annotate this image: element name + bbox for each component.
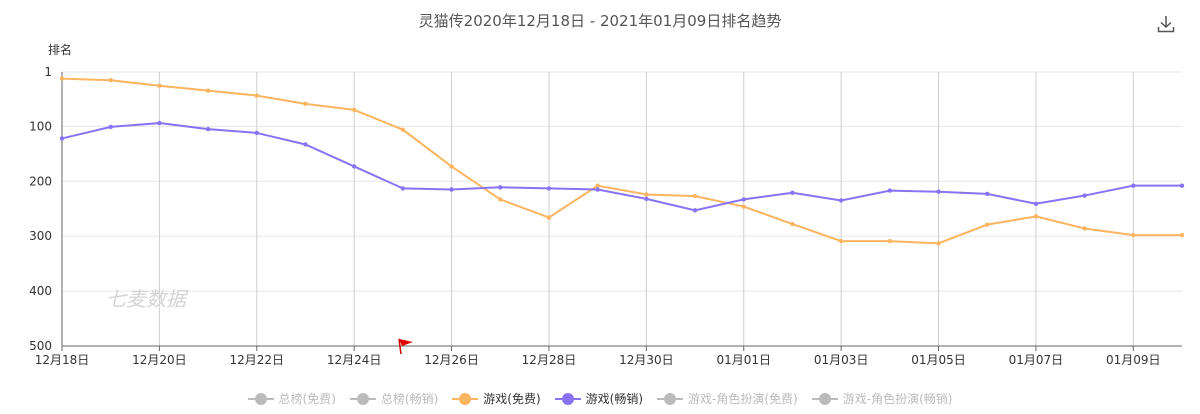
x-tick-label: 12月28日: [522, 353, 577, 367]
series-0-point: [644, 192, 649, 197]
series-1-point: [985, 191, 990, 197]
flag-marker: [398, 338, 413, 355]
series-1-point: [1082, 193, 1087, 198]
legend-marker-icon: [554, 392, 581, 405]
y-tick-label: 500: [29, 339, 52, 353]
legend-label: 游戏-角色扮演(免费): [688, 392, 798, 406]
series-1-point: [254, 130, 259, 136]
x-tick-label: 01月05日: [911, 353, 966, 367]
x-tick-label: 01月01日: [716, 353, 771, 367]
series-layer: [59, 76, 1185, 246]
legend-label: 游戏(畅销): [585, 392, 644, 406]
series-1-point: [887, 188, 893, 193]
series-line-0: [61, 77, 1182, 245]
series-1-point: [449, 187, 454, 192]
legend-marker-icon: [811, 392, 838, 405]
y-tick-label: 1: [44, 65, 52, 79]
series-1-point: [936, 189, 941, 194]
series-0-point: [838, 238, 844, 244]
series-1-point: [741, 197, 746, 202]
series-0-point: [205, 88, 211, 93]
series-0-point: [254, 93, 259, 98]
legend-item[interactable]: 总榜(免费): [247, 390, 336, 407]
y-tick-label: 300: [29, 229, 52, 243]
y-tick-label: 100: [29, 119, 52, 133]
series-0-point: [400, 127, 406, 132]
watermark: 七麦数据: [106, 287, 189, 311]
series-0-point: [887, 238, 893, 244]
series-1-point: [303, 142, 308, 147]
grid-layer: [62, 71, 1182, 347]
series-0-point: [498, 197, 503, 202]
legend-item[interactable]: 游戏-角色扮演(畅销): [811, 390, 953, 407]
series-0-point: [303, 101, 308, 107]
series-0-point: [1082, 226, 1087, 231]
series-0-point: [108, 78, 113, 83]
x-tick-label: 12月22日: [230, 353, 285, 367]
series-0-point: [936, 241, 941, 246]
legend-label: 总榜(畅销): [380, 392, 439, 406]
series-1-point: [790, 190, 795, 196]
x-tick-label: 01月09日: [1106, 353, 1161, 367]
series-1-point: [692, 208, 698, 213]
x-tick-label: 12月24日: [327, 353, 382, 367]
y-tick-label: 400: [29, 284, 52, 298]
series-1-point: [546, 186, 552, 191]
legend-marker-icon: [349, 392, 376, 405]
legend-item[interactable]: 游戏-角色扮演(免费): [657, 390, 798, 407]
series-1-point: [595, 187, 600, 192]
x-tick-label: 12月26日: [424, 353, 479, 367]
series-0-point: [692, 193, 698, 199]
series-1-point: [644, 196, 649, 202]
download-icon[interactable]: [1156, 14, 1176, 34]
series-0-point: [595, 183, 600, 188]
series-1-point: [1179, 183, 1185, 188]
y-tick-label: 200: [29, 174, 52, 188]
legend-marker-icon: [657, 392, 684, 405]
series-0-point: [790, 221, 795, 227]
series-1-point: [59, 136, 65, 141]
series-1-point: [157, 120, 162, 126]
series-0-point: [741, 204, 746, 209]
series-1-point: [1033, 201, 1039, 206]
legend-item[interactable]: 总榜(畅销): [349, 390, 439, 407]
legend-marker-icon: [452, 392, 479, 405]
legend-marker-icon: [247, 392, 274, 405]
series-0-point: [546, 215, 552, 220]
series-1-point: [400, 186, 406, 191]
series-0-point: [1131, 232, 1136, 238]
legend-label: 游戏-角色扮演(畅销): [842, 392, 953, 406]
series-1-point: [498, 185, 503, 190]
legend: 总榜(免费) 总榜(畅销) 游戏(免费) 游戏(畅销) 游戏-角色扮演(免费) 游戏-角色…: [0, 390, 1200, 407]
series-0-point: [157, 83, 162, 88]
series-1-point: [1131, 183, 1136, 188]
series-1-point: [108, 124, 113, 130]
chart-title: 灵猫传2020年12月18日 - 2021年01月09日排名趋势: [418, 12, 782, 30]
series-0-point: [59, 76, 65, 81]
x-tick-label: 01月03日: [814, 353, 869, 367]
legend-item[interactable]: 游戏(畅销): [554, 390, 644, 407]
x-tick-label: 12月20日: [132, 353, 187, 367]
series-0-point: [449, 164, 454, 169]
series-0-point: [1033, 214, 1039, 219]
legend-item[interactable]: 游戏(免费): [452, 390, 541, 407]
series-1-point: [205, 126, 211, 132]
legend-label: 游戏(免费): [483, 392, 541, 406]
series-0-point: [351, 107, 357, 113]
x-tick-label: 01月07日: [1009, 353, 1064, 367]
series-line-1: [61, 122, 1182, 212]
x-tick-label: 12月18日: [35, 353, 90, 367]
y-axis-title: 排名: [48, 43, 73, 57]
legend-label: 总榜(免费): [278, 392, 336, 406]
series-0-point: [985, 222, 990, 227]
series-0-point: [1179, 232, 1185, 238]
x-tick-label: 12月30日: [619, 353, 674, 367]
series-1-point: [351, 164, 357, 169]
series-1-point: [838, 198, 844, 203]
